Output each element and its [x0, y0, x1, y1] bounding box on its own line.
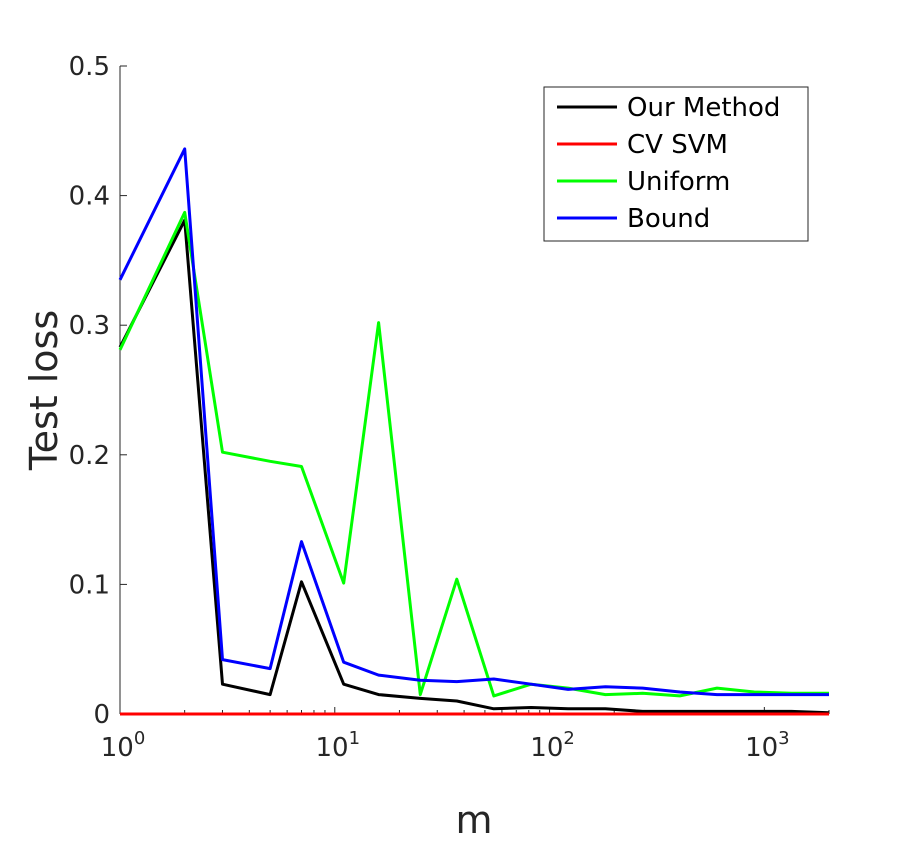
y-axis-label: Test loss	[22, 310, 66, 471]
legend-label-our-method: Our Method	[627, 93, 780, 123]
legend: Our Method CV SVM Uniform Bound	[543, 86, 809, 242]
x-tick-label: 102	[530, 728, 575, 763]
x-axis-label: m	[455, 798, 492, 842]
y-tick-label: 0.4	[69, 182, 110, 212]
legend-box	[543, 86, 809, 242]
y-tick-label: 0	[93, 700, 110, 730]
series-group	[118, 147, 830, 716]
y-tick-label: 0.1	[69, 570, 110, 600]
y-tick-label: 0.3	[69, 311, 110, 341]
x-tick-label: 103	[745, 728, 790, 763]
y-tick-label: 0.2	[69, 441, 110, 471]
legend-label-cv-svm: CV SVM	[627, 130, 728, 160]
legend-label-uniform: Uniform	[627, 167, 730, 197]
series-line-uniform	[118, 210, 829, 698]
x-tick-label: 101	[316, 728, 361, 763]
y-tick-label: 0.5	[69, 52, 110, 82]
series-line-our-method	[118, 218, 830, 715]
x-tick-label: 100	[101, 728, 146, 763]
legend-label-bound: Bound	[627, 204, 710, 234]
tick-group: 0 0.1 0.2 0.3 0.4 0.5 100 101 102 103	[69, 52, 830, 763]
series-line-bound	[118, 147, 829, 697]
